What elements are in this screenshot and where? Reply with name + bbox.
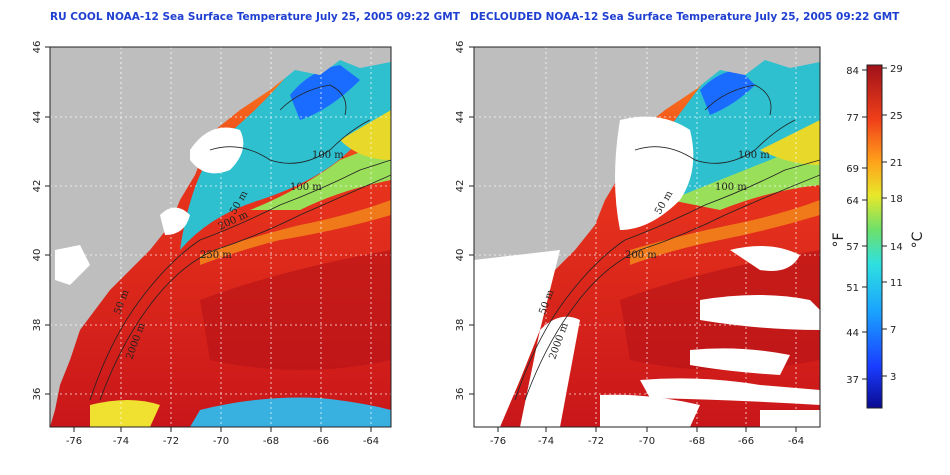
lat-tick: 40: [32, 249, 43, 262]
unit-celsius: °C: [910, 231, 926, 248]
colorbar-c-tick: 18: [890, 194, 903, 205]
lon-tick: -70: [213, 436, 229, 447]
land-right: [474, 47, 820, 427]
colorbar-f-tick: 51: [846, 283, 859, 294]
colorbar-c-tick: 7: [890, 325, 896, 336]
lon-tick: -66: [313, 436, 329, 447]
title-right: DECLOUDED NOAA-12 Sea Surface Temperatur…: [470, 11, 900, 23]
lat-tick: 38: [32, 319, 43, 332]
map-right: 100 m 100 m 50 m 200 m 50 m 2000 m: [474, 47, 820, 427]
lon-axis-left: -76 -74 -72 -70 -68 -66 -64: [66, 427, 379, 447]
lon-tick: -66: [738, 436, 754, 447]
lat-tick: 46: [32, 41, 43, 54]
unit-fahrenheit: °F: [831, 232, 847, 247]
lon-tick: -68: [263, 436, 279, 447]
colorbar-c-tick: 14: [890, 242, 903, 253]
lat-tick: 44: [32, 111, 43, 124]
lon-tick: -72: [163, 436, 179, 447]
lat-tick: 46: [455, 41, 466, 54]
lat-tick: 38: [455, 319, 466, 332]
contour-label: 100 m: [738, 150, 770, 161]
shelf-water-left: [180, 60, 391, 250]
lon-tick: -74: [113, 436, 129, 447]
lon-tick: -74: [538, 436, 554, 447]
lat-axis-right: 46 44 42 40 38 36: [455, 41, 474, 401]
contour-label: 200 m: [625, 250, 657, 261]
colorbar-f-tick: 77: [846, 113, 859, 124]
lat-tick: 44: [455, 111, 466, 124]
contour-label: 100 m: [312, 150, 344, 161]
lon-tick: -72: [588, 436, 604, 447]
lat-tick: 42: [455, 180, 466, 193]
lat-tick: 36: [455, 388, 466, 401]
map-left: 100 m 100 m 50 m 200 m 250 m 50 m 2000 m: [50, 47, 391, 427]
colorbar-f-tick: 44: [846, 328, 859, 339]
colorbar-c-tick: 29: [890, 64, 903, 75]
lat-tick: 36: [32, 388, 43, 401]
lon-tick: -76: [490, 436, 506, 447]
colorbar-c-tick: 3: [890, 372, 896, 383]
lon-tick: -64: [363, 436, 379, 447]
lat-axis-left: 46 44 42 40 38 36: [32, 41, 50, 401]
title-left: RU COOL NOAA-12 Sea Surface Temperature …: [50, 11, 460, 23]
colorbar-c-tick: 11: [890, 278, 903, 289]
lon-tick: -64: [788, 436, 804, 447]
lat-tick: 40: [455, 249, 466, 262]
colorbar-f-tick: 37: [846, 375, 859, 386]
lon-tick: -68: [689, 436, 705, 447]
lon-axis-right: -76 -74 -72 -70 -68 -66 -64: [490, 427, 804, 447]
contour-label: 100 m: [290, 182, 322, 193]
colorbar-c-tick: 25: [890, 111, 903, 122]
colorbar-c-tick: 21: [890, 158, 903, 169]
lat-tick: 42: [32, 180, 43, 193]
colorbar-f-tick: 64: [846, 196, 859, 207]
colorbar-f-tick: 57: [846, 242, 859, 253]
colorbar-f-tick: 84: [846, 66, 859, 77]
contour-label: 100 m: [715, 182, 747, 193]
colorbar: 84 77 69 64 57 51 44 37 29 25 21 18 14 1…: [831, 64, 926, 409]
land-left: [50, 47, 391, 427]
lon-tick: -76: [66, 436, 82, 447]
lon-tick: -70: [639, 436, 655, 447]
colorbar-f-tick: 69: [846, 164, 859, 175]
contour-label: 250 m: [200, 250, 232, 261]
